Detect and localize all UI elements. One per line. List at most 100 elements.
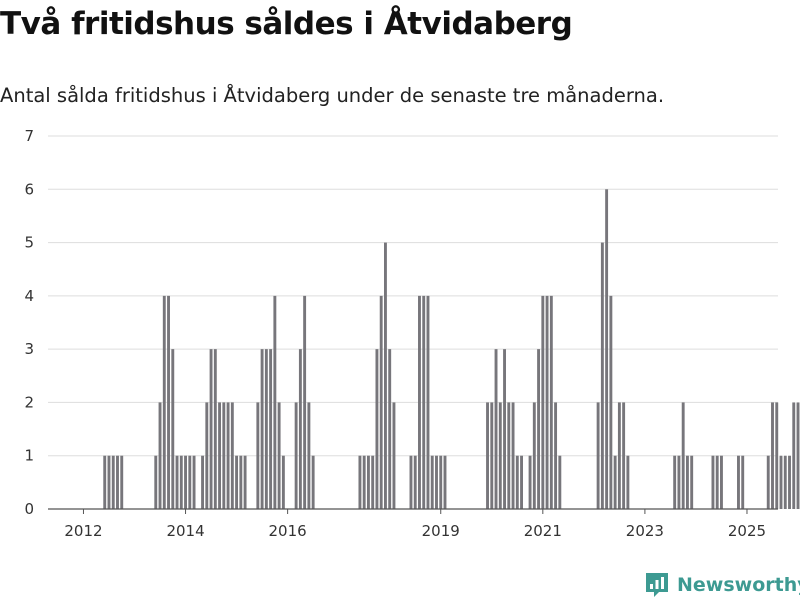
bar — [192, 455, 196, 509]
bar — [171, 349, 175, 509]
bar — [269, 349, 273, 509]
bar — [281, 455, 285, 509]
bar — [532, 402, 536, 509]
bar — [439, 455, 443, 509]
bar — [158, 402, 162, 509]
bar — [443, 455, 447, 509]
bar — [600, 242, 604, 509]
bar — [298, 349, 302, 509]
bar — [720, 455, 723, 509]
bar — [201, 455, 205, 509]
x-tick-label: 2014 — [166, 522, 204, 540]
bar — [605, 189, 609, 509]
bar — [213, 349, 217, 509]
bar — [515, 455, 519, 509]
bar — [792, 402, 796, 509]
bar — [741, 455, 745, 509]
chart-title: Två fritidshus såldes i Åtvidaberg — [0, 6, 573, 42]
x-tick-label: 2016 — [269, 522, 307, 540]
bar — [775, 402, 779, 509]
bar — [494, 349, 498, 509]
bar — [771, 402, 774, 509]
y-tick-label: 7 — [24, 127, 34, 145]
chart-subtitle: Antal sålda fritidshus i Åtvidaberg unde… — [0, 84, 665, 107]
bar — [384, 242, 387, 509]
y-tick-label: 0 — [24, 500, 34, 518]
bar — [111, 455, 115, 509]
bar — [779, 455, 783, 509]
bar — [609, 295, 613, 509]
bar — [554, 402, 558, 509]
brand-name: Newsworthy — [677, 574, 800, 596]
bar — [622, 402, 626, 509]
bar — [537, 349, 541, 509]
x-tick-label: 2025 — [728, 522, 766, 540]
bar — [520, 455, 523, 509]
bar — [205, 402, 209, 509]
bar — [766, 455, 770, 509]
bar — [226, 402, 230, 509]
bar — [681, 402, 685, 509]
bar — [260, 349, 264, 509]
bar — [188, 455, 192, 509]
bar — [303, 295, 307, 509]
x-tick-label: 2023 — [626, 522, 664, 540]
bars — [103, 189, 800, 509]
bar — [715, 455, 719, 509]
bar — [294, 402, 298, 509]
bar — [490, 402, 494, 509]
bar — [175, 455, 179, 509]
bar — [677, 455, 681, 509]
bar — [366, 455, 370, 509]
bar — [558, 455, 562, 509]
bar — [264, 349, 268, 509]
bar — [154, 455, 158, 509]
bar — [503, 349, 506, 509]
bar — [375, 349, 379, 509]
bar — [184, 455, 187, 509]
bar — [311, 455, 315, 509]
bar — [486, 402, 489, 509]
bar — [307, 402, 311, 509]
bar — [120, 455, 124, 509]
bar — [239, 455, 243, 509]
bar — [209, 349, 213, 509]
labels: 0123456720122014201620192021202320252 — [24, 127, 800, 540]
bar — [256, 402, 260, 509]
bar — [596, 402, 600, 509]
bar — [362, 455, 366, 509]
bar — [218, 402, 222, 509]
bar — [507, 402, 511, 509]
bar — [788, 455, 791, 509]
bar — [435, 455, 438, 509]
bar — [617, 402, 621, 509]
bar — [358, 455, 362, 509]
bar — [737, 455, 740, 509]
bar — [626, 455, 630, 509]
bar — [528, 455, 532, 509]
bar — [673, 455, 677, 509]
y-tick-label: 6 — [24, 180, 34, 198]
axes — [48, 508, 778, 514]
y-tick-label: 2 — [24, 393, 34, 411]
x-tick-label: 2019 — [422, 522, 460, 540]
bar — [549, 295, 553, 509]
brand[interactable]: Newsworthy — [644, 569, 800, 601]
bar-chart: 0123456720122014201620192021202320252 — [24, 127, 800, 540]
bar — [783, 455, 787, 509]
bar — [613, 455, 617, 509]
y-tick-label: 5 — [24, 234, 34, 252]
bar — [418, 295, 421, 509]
bar — [107, 455, 111, 509]
bar — [511, 402, 515, 509]
bar — [222, 402, 226, 509]
y-tick-label: 4 — [24, 287, 34, 305]
y-tick-label: 1 — [24, 447, 34, 465]
bar — [379, 295, 383, 509]
gridlines — [48, 135, 778, 457]
bar — [426, 295, 430, 509]
bar — [409, 455, 413, 509]
bar — [392, 402, 396, 509]
bar — [116, 455, 119, 509]
bar — [162, 295, 166, 509]
